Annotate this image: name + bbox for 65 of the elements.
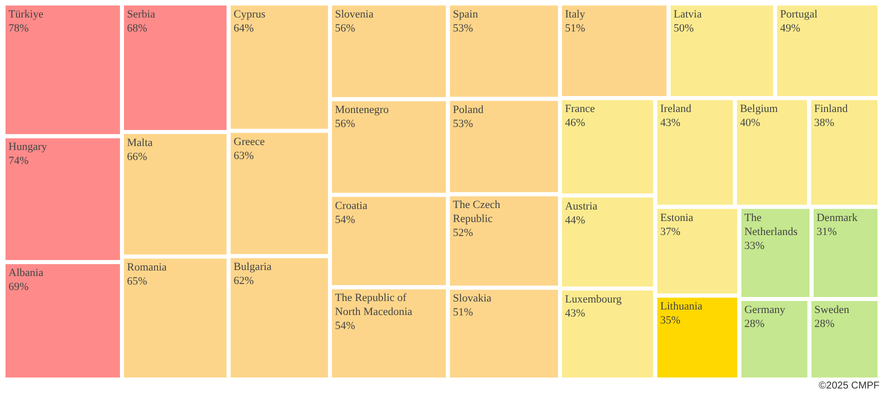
data-label: 49%: [780, 22, 800, 34]
data-label: 62%: [234, 275, 254, 288]
category-label: Finland: [814, 103, 848, 116]
data-label: 56%: [334, 118, 356, 130]
category-label: Montenegro: [334, 104, 390, 116]
data-label: 53%: [452, 22, 474, 34]
data-label: 56%: [334, 22, 356, 34]
text: ©2025 CMPF: [818, 380, 880, 392]
data-label: 54%: [334, 214, 356, 226]
category-label: Cyprus: [234, 8, 266, 20]
data-label: 28%: [814, 318, 835, 330]
category-label: Luxembourg: [564, 294, 622, 306]
data-label: 50%: [674, 22, 694, 34]
data-label: 66%: [126, 150, 148, 163]
category-label: France: [564, 103, 596, 116]
data-label: 51%: [452, 306, 474, 319]
data-label: 68%: [126, 22, 148, 34]
data-label: 64%: [234, 22, 254, 34]
category-label: Bulgaria: [234, 261, 272, 274]
category-label: Malta: [126, 136, 153, 149]
category-label: Ireland: [660, 103, 692, 116]
category-label: The Republic of North Macedonia: [334, 292, 412, 318]
data-label: 40%: [740, 117, 760, 130]
category-label: The Czech Republic: [452, 199, 501, 226]
data-label: 46%: [564, 117, 586, 130]
category-label: Poland: [452, 104, 484, 116]
data-label: 52%: [452, 227, 474, 240]
data-label: 69%: [8, 281, 29, 294]
category-label: The Netherlands: [744, 212, 798, 238]
category-label: Italy: [564, 8, 586, 20]
category-label: Serbia: [126, 8, 156, 20]
category-label: Hungary: [8, 141, 48, 154]
category-label: Sweden: [814, 304, 850, 316]
data-label: 54%: [334, 320, 356, 332]
category-label: Slovakia: [452, 292, 492, 305]
data-label: 43%: [564, 308, 586, 320]
data-label: 38%: [814, 117, 834, 130]
category-label: Austria: [564, 200, 598, 212]
data-label: 74%: [8, 155, 29, 168]
data-label: 33%: [744, 240, 765, 252]
category-label: Latvia: [674, 8, 702, 20]
category-label: Romania: [126, 262, 167, 274]
data-label: 37%: [660, 226, 680, 238]
category-label: Türkiye: [8, 8, 44, 20]
data-label: 43%: [660, 117, 680, 130]
data-label: 51%: [564, 22, 586, 34]
data-label: 28%: [744, 318, 765, 330]
category-label: Denmark: [816, 212, 858, 224]
data-label: 44%: [564, 214, 586, 226]
data-label: 31%: [816, 226, 837, 238]
category-label: Lithuania: [660, 300, 703, 313]
data-label: 63%: [234, 150, 254, 162]
category-label: Slovenia: [334, 8, 374, 20]
category-label: Germany: [744, 304, 786, 316]
data-label: 53%: [452, 118, 474, 130]
category-label: Belgium: [740, 103, 778, 116]
data-label: 78%: [8, 22, 29, 34]
category-label: Greece: [234, 136, 265, 148]
data-label: 65%: [126, 276, 148, 288]
category-label: Spain: [452, 8, 478, 20]
category-label: Portugal: [780, 8, 818, 20]
category-label: Albania: [8, 267, 44, 280]
category-label: Estonia: [660, 212, 694, 224]
category-label: Croatia: [334, 200, 368, 212]
data-label: 35%: [660, 314, 680, 327]
